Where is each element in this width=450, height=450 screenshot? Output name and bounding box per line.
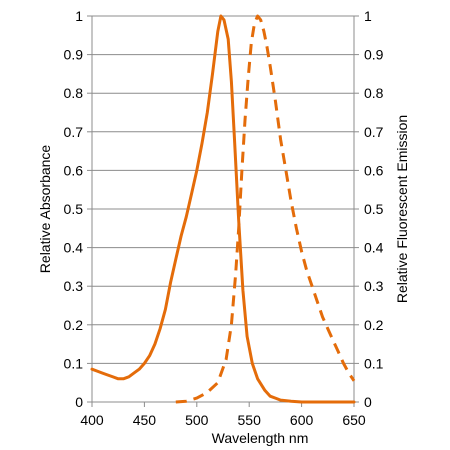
- left-y-tick-label: 0.7: [64, 124, 84, 140]
- right-y-tick-label: 0.4: [364, 240, 384, 256]
- grid-layer: [92, 15, 354, 364]
- right-y-tick-label: 0.7: [364, 124, 384, 140]
- x-tick-label: 450: [133, 412, 157, 428]
- left-y-axis-title: Relative Absorbance: [37, 145, 53, 274]
- right-y-tick-label: 0.2: [364, 317, 384, 333]
- left-y-tick-label: 0.1: [64, 355, 84, 371]
- right-y-tick-label: 0.8: [364, 85, 384, 101]
- x-tick-label: 650: [342, 412, 366, 428]
- left-y-tick-label: 0.5: [64, 201, 84, 217]
- right-y-tick-label: 1: [364, 8, 372, 24]
- left-y-tick-label: 0.3: [64, 278, 84, 294]
- x-tick-label: 600: [290, 412, 314, 428]
- right-y-tick-label: 0.5: [364, 201, 384, 217]
- left-y-tick-label: 0.8: [64, 85, 84, 101]
- x-axis-title: Wavelength nm: [212, 430, 309, 446]
- x-tick-label: 400: [80, 412, 104, 428]
- left-y-tick-label: 0.9: [64, 47, 84, 63]
- right-y-axis-title: Relative Fluorescent Emission: [394, 115, 410, 303]
- x-tick-label: 550: [238, 412, 262, 428]
- right-y-tick-label: 0.1: [364, 355, 384, 371]
- emission-series-line: [175, 14, 356, 404]
- right-y-tick-label: 0.9: [364, 47, 384, 63]
- left-y-tick-label: 0.2: [64, 317, 84, 333]
- right-y-tick-label: 0.3: [364, 278, 384, 294]
- x-tick-label: 500: [185, 412, 209, 428]
- left-y-tick-label: 0.6: [64, 162, 84, 178]
- series-layer: [90, 14, 356, 404]
- right-y-tick-label: 0.6: [364, 162, 384, 178]
- left-y-tick-label: 0: [75, 394, 83, 410]
- left-y-tick-label: 0.4: [64, 240, 84, 256]
- label-layer: 0 0 0.1 0.1 0.2 0.2 0.3 0.3 0.4 0.4 0.5 0.5 0.6 0.6 0.…: [64, 8, 384, 428]
- axis-layer: [87, 15, 359, 407]
- left-y-tick-label: 1: [75, 8, 83, 24]
- right-y-tick-label: 0: [364, 394, 372, 410]
- absorbance-series-line: [90, 14, 356, 404]
